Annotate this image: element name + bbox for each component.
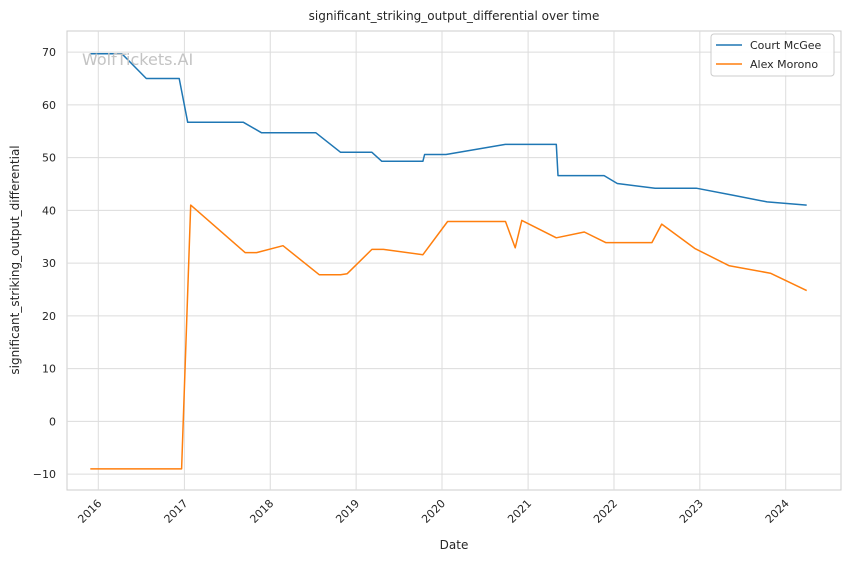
watermark: WolfTickets.AI [82, 50, 193, 69]
series-line-court-mcgee [90, 52, 807, 206]
y-axis-ticks: −10 0 10 20 30 40 50 60 70 [33, 46, 56, 481]
y-tick-label: 20 [42, 310, 56, 323]
x-tick-label: 2023 [677, 497, 706, 526]
plot-area [66, 30, 842, 491]
chart-title: significant_striking_output_differential… [309, 9, 600, 23]
x-axis-ticks: 2016 2017 2018 2019 2020 2021 2022 2023 2024 [75, 497, 791, 526]
y-tick-label: 10 [42, 363, 56, 376]
x-tick-label: 2019 [333, 497, 362, 526]
legend: Court McGee Alex Morono [710, 33, 835, 77]
grid-lines [67, 31, 841, 490]
x-tick-label: 2020 [419, 497, 448, 526]
y-tick-label: 60 [42, 99, 56, 112]
series-lines [90, 52, 808, 470]
x-tick-label: 2021 [505, 497, 534, 526]
series-line-alex-morono [90, 204, 808, 470]
x-axis-label: Date [440, 538, 469, 552]
x-tick-label: 2022 [591, 497, 620, 526]
x-tick-label: 2018 [247, 497, 276, 526]
y-tick-label: 70 [42, 46, 56, 59]
y-tick-label: 40 [42, 204, 56, 217]
x-tick-label: 2016 [75, 497, 104, 526]
y-tick-label: 50 [42, 152, 56, 165]
legend-label-court-mcgee: Court McGee [750, 39, 822, 52]
y-tick-label: 30 [42, 257, 56, 270]
x-tick-label: 2017 [162, 497, 191, 526]
x-tick-label: 2024 [763, 497, 792, 526]
y-tick-label: −10 [33, 468, 56, 481]
y-axis-label: significant_striking_output_differential [8, 145, 22, 374]
legend-label-alex-morono: Alex Morono [750, 58, 818, 71]
y-tick-label: 0 [49, 415, 56, 428]
